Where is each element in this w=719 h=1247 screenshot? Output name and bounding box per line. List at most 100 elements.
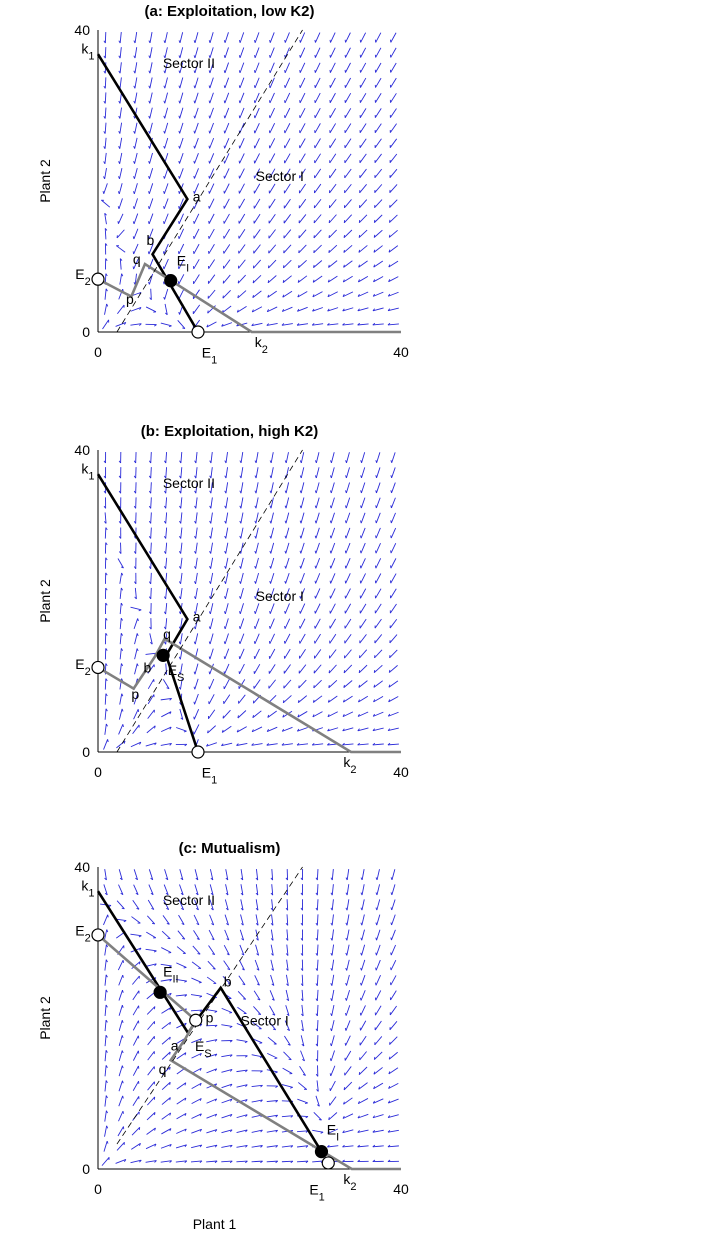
field-arrowhead [253, 70, 256, 73]
field-arrowhead [254, 565, 257, 569]
field-arrow [345, 1020, 351, 1031]
field-arrowhead [178, 70, 181, 74]
field-arrow [266, 1114, 278, 1118]
field-arrowhead [297, 279, 300, 283]
field-arrowhead [251, 309, 254, 313]
field-arrow [388, 711, 399, 717]
field-arrowhead [133, 55, 136, 59]
field-arrow [330, 588, 336, 599]
field-arrowhead [133, 475, 137, 479]
field-arrow [389, 214, 398, 223]
y-tick-label: 40 [74, 22, 90, 38]
field-arrowhead [256, 953, 259, 956]
field-arrow [238, 198, 246, 209]
field-arrow [314, 32, 321, 43]
y-axis-label: Plant 2 [37, 159, 53, 203]
field-arrow [312, 275, 323, 283]
field-arrow [298, 229, 307, 239]
field-arrow [299, 138, 306, 149]
equilibrium-point [164, 274, 178, 288]
field-arrow [285, 1005, 290, 1016]
field-arrow [147, 694, 155, 705]
field-arrowhead [147, 236, 150, 240]
field-arrow [223, 960, 231, 970]
field-arrow [179, 884, 184, 895]
field-arrow [253, 990, 261, 1001]
field-arrow [267, 306, 278, 313]
field-arrow [176, 1097, 187, 1105]
field-arrow [104, 1050, 107, 1062]
field-arrowhead [244, 1055, 248, 1058]
field-arrow [330, 512, 335, 524]
field-arrowhead [272, 1013, 276, 1016]
field-arrow [176, 1022, 187, 1029]
field-arrow [391, 467, 396, 478]
field-arrow [316, 869, 319, 881]
field-arrow [147, 1066, 155, 1076]
field-arrowhead [163, 145, 166, 149]
field-arrow [282, 695, 292, 704]
field-arrowhead [345, 907, 348, 911]
field-arrowhead [104, 892, 108, 896]
field-arrowhead [299, 490, 302, 494]
field-arrow [208, 183, 215, 194]
equilibrium-point [153, 985, 167, 999]
field-arrowhead [360, 520, 362, 524]
field-arrow [239, 32, 245, 43]
field-arrowhead [169, 1066, 171, 1070]
field-arrow [148, 228, 154, 240]
field-arrow [224, 603, 229, 614]
field-arrowhead [148, 115, 151, 119]
field-arrow [358, 1066, 368, 1076]
field-arrowhead [178, 160, 180, 164]
field-arrow [266, 1145, 278, 1148]
field-arrowhead [284, 550, 287, 554]
field-arrow [134, 137, 138, 149]
field-arrow [331, 959, 335, 971]
field-arrow [118, 213, 124, 224]
field-arrow [104, 708, 107, 720]
field-arrow [206, 1024, 218, 1027]
field-arrow [375, 944, 381, 956]
field-arrowhead [148, 551, 152, 554]
field-arrow [254, 122, 260, 134]
field-arrow [165, 542, 168, 554]
field-arrow [285, 512, 290, 524]
field-arrowhead [375, 967, 377, 971]
point-label: a [171, 1037, 179, 1053]
field-arrow [327, 275, 338, 283]
field-arrow [389, 603, 397, 614]
field-arrowhead [184, 1144, 187, 1148]
field-arrowhead [223, 115, 226, 119]
field-arrowhead [357, 713, 360, 717]
field-arrowhead [207, 310, 209, 314]
field-arrow [269, 153, 276, 164]
field-arrow [300, 573, 305, 584]
field-arrow [358, 1098, 369, 1105]
field-arrow [372, 1114, 384, 1119]
field-arrow [161, 1081, 171, 1090]
field-arrowhead [208, 70, 211, 74]
field-arrow [284, 138, 291, 149]
field-arrowhead [179, 535, 182, 539]
point-label: ES [168, 662, 185, 684]
field-arrowhead [269, 475, 272, 479]
field-arrowhead [181, 923, 185, 925]
field-arrowhead [194, 550, 197, 554]
field-arrowhead [345, 967, 348, 971]
field-arrow [221, 1007, 233, 1013]
field-arrow [191, 961, 202, 969]
field-arrowhead [342, 742, 345, 746]
field-arrowhead [328, 249, 330, 253]
field-arrowhead [301, 1043, 305, 1047]
field-arrowhead [360, 952, 363, 956]
field-arrowhead [147, 251, 150, 255]
field-arrowhead [345, 997, 347, 1001]
field-arrowhead [154, 963, 157, 967]
field-arrowhead [372, 1159, 376, 1162]
diagonal-dashed-line [116, 449, 303, 753]
field-arrowhead [239, 535, 242, 539]
field-arrowhead [199, 1009, 203, 1013]
field-arrowhead [194, 475, 197, 479]
field-arrow [165, 467, 168, 479]
